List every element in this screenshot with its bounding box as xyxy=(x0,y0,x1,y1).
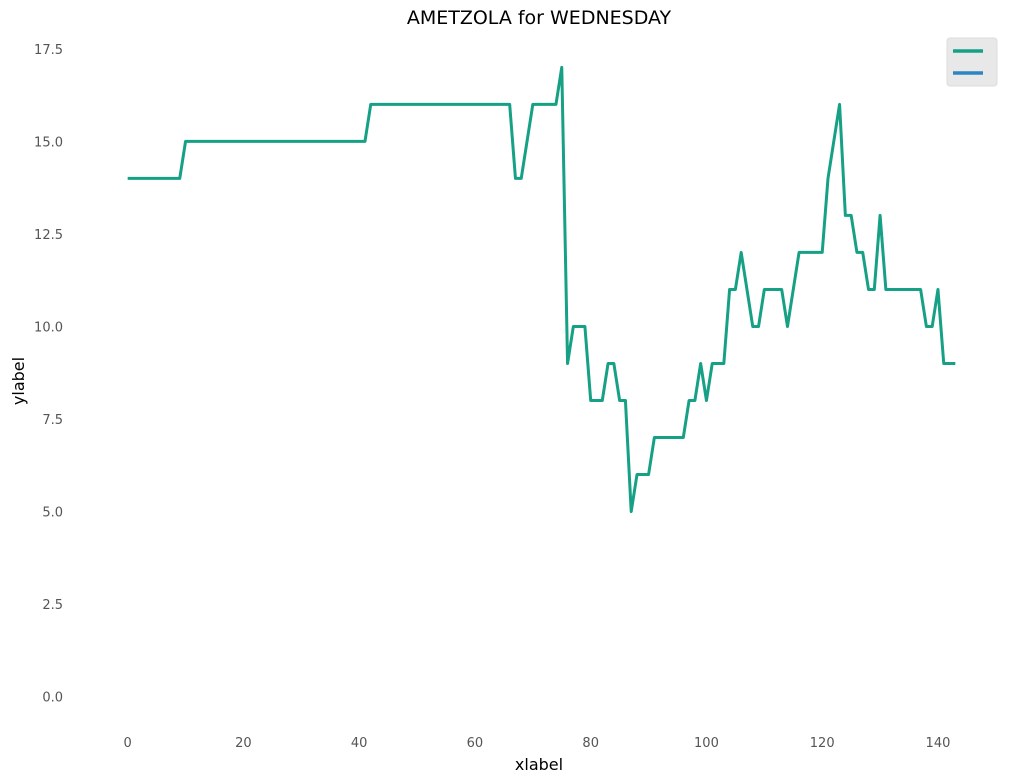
y-tick-label: 7.5 xyxy=(42,413,63,428)
x-axis: 0 20 40 60 80 100 120 140 xyxy=(124,736,951,751)
y-tick-label: 10.0 xyxy=(34,320,63,335)
y-axis: 0.0 2.5 5.0 7.5 10.0 12.5 15.0 17.5 xyxy=(34,43,63,706)
x-tick-label: 0 xyxy=(124,736,132,751)
legend xyxy=(946,37,998,87)
x-tick-label: 140 xyxy=(926,736,951,751)
y-axis-label: ylabel xyxy=(9,357,28,405)
x-tick-label: 60 xyxy=(467,736,484,751)
y-tick-label: 0.0 xyxy=(42,691,63,706)
series-layer xyxy=(127,65,956,514)
chart-title: AMETZOLA for WEDNESDAY xyxy=(407,7,672,29)
x-axis-label: xlabel xyxy=(515,755,563,774)
x-tick-label: 20 xyxy=(235,736,252,751)
x-tick-label: 100 xyxy=(694,736,719,751)
y-tick-label: 2.5 xyxy=(42,598,63,613)
x-tick-label: 40 xyxy=(351,736,368,751)
y-tick-label: 5.0 xyxy=(42,506,63,521)
x-tick-label: 80 xyxy=(582,736,599,751)
y-tick-label: 17.5 xyxy=(34,43,63,58)
y-tick-label: 15.0 xyxy=(34,135,63,150)
x-tick-label: 120 xyxy=(810,736,835,751)
legend-frame xyxy=(946,37,998,87)
series-line-1 xyxy=(127,65,956,514)
y-tick-label: 12.5 xyxy=(34,228,63,243)
